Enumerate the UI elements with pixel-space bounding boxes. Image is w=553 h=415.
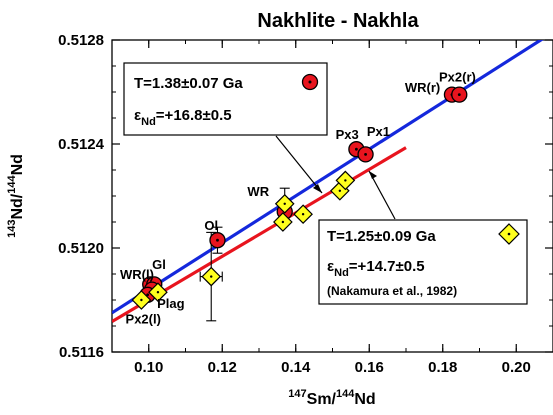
legend-marker-diamond-dot bbox=[507, 232, 511, 236]
point-label: Px2(r) bbox=[439, 70, 476, 85]
point-label: Ol bbox=[204, 218, 218, 233]
x-tick-label: 0.20 bbox=[502, 359, 531, 376]
age-label-diamonds: T=1.25±0.09 Ga bbox=[327, 228, 436, 245]
point-label: WR(r) bbox=[405, 80, 440, 95]
data-point-circle-dot bbox=[354, 147, 358, 151]
x-tick-label: 0.10 bbox=[134, 359, 163, 376]
data-point-diamond-dot bbox=[283, 202, 286, 205]
arrow-head-circle bbox=[313, 184, 322, 193]
arrow-head-diamond bbox=[369, 171, 377, 179]
x-tick-label: 0.16 bbox=[355, 359, 384, 376]
data-point-diamond-dot bbox=[140, 298, 143, 302]
data-point-diamond-dot bbox=[344, 179, 347, 182]
y-axis-label: 143Nd/144Nd bbox=[6, 154, 26, 238]
point-label: WR bbox=[247, 184, 269, 199]
y-tick-label: 0.5128 bbox=[58, 32, 104, 49]
data-point-diamond-dot bbox=[338, 189, 342, 192]
data-point-diamond-dot bbox=[156, 291, 160, 294]
point-label: WR(l) bbox=[120, 267, 154, 282]
epsilon-label-diamonds: εNd=+14.7±0.5 bbox=[327, 258, 425, 279]
point-label: Px2(l) bbox=[126, 311, 161, 326]
isochron-line-circles bbox=[112, 40, 544, 315]
legend-box-circles: T=1.38±0.07 Ga εNd=+16.8±0.5 bbox=[123, 62, 328, 136]
y-tick-label: 0.5116 bbox=[59, 344, 104, 361]
legend-box-diamonds: T=1.25±0.09 Ga εNd=+14.7±0.5 (Nakamura e… bbox=[318, 219, 528, 305]
annotation-arrow-diamond bbox=[368, 170, 396, 220]
data-point-diamond-dot bbox=[210, 275, 213, 278]
x-tick-label: 0.14 bbox=[281, 359, 311, 376]
epsilon-label-circles: εNd=+16.8±0.5 bbox=[134, 107, 232, 128]
x-tick-label: 0.18 bbox=[428, 359, 457, 376]
x-axis-label: 147Sm/144Nd bbox=[288, 388, 375, 408]
point-label: Gl bbox=[152, 257, 166, 272]
citation-label: (Nakamura et al., 1982) bbox=[327, 284, 457, 298]
y-tick-label: 0.5124 bbox=[58, 136, 105, 153]
legend-marker-circle-dot bbox=[308, 80, 312, 84]
data-point-circle-dot bbox=[457, 93, 461, 96]
data-point-circle-dot bbox=[146, 293, 150, 297]
data-point-diamond-dot bbox=[281, 220, 285, 224]
data-point-circle-dot bbox=[216, 238, 219, 242]
data-point-diamond-dot bbox=[301, 213, 305, 216]
age-label-circles: T=1.38±0.07 Ga bbox=[134, 75, 243, 92]
data-point-circle-dot bbox=[364, 153, 367, 156]
chart-title: Nakhlite - Nakhla bbox=[257, 10, 419, 32]
point-label: Px1 bbox=[367, 124, 390, 139]
x-tick-label: 0.12 bbox=[208, 359, 237, 376]
point-label: Plag bbox=[157, 296, 185, 311]
point-label: Px3 bbox=[336, 127, 359, 142]
y-tick-label: 0.5120 bbox=[58, 240, 104, 257]
annotation-arrow-circle bbox=[275, 135, 323, 194]
